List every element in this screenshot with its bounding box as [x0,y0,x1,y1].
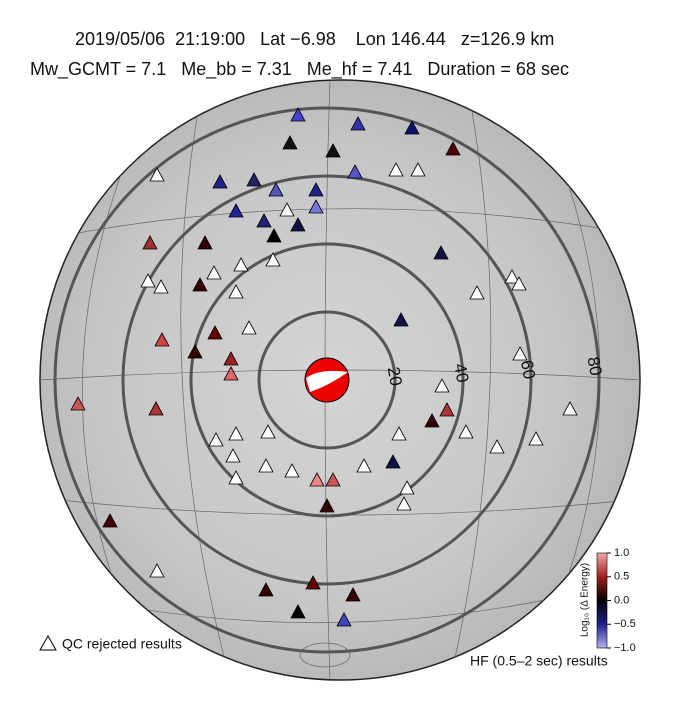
station [290,217,306,232]
station [142,235,158,250]
station [228,426,244,441]
station [102,513,118,528]
station [148,401,164,416]
station [345,587,361,602]
station [233,257,249,272]
station [458,424,474,439]
ring-label: 20 [384,365,406,387]
station [308,199,324,214]
station [309,472,325,487]
station [388,162,404,177]
station [284,463,300,478]
station [149,563,165,578]
legend-text: HF (0.5–2 sec) results [470,653,608,669]
legend-symbol [39,634,57,651]
station [434,378,450,393]
station [246,172,262,187]
ring-label: 40 [450,362,472,384]
ring-label: 80 [584,355,606,377]
beachball [304,357,350,403]
station [225,448,241,463]
station [154,332,170,347]
station [197,235,213,250]
station [290,604,306,619]
colorbar-tick-label: 0.0 [614,594,629,606]
station [228,284,244,299]
colorbar [596,552,608,649]
station [325,472,341,487]
station [356,458,372,473]
station [511,276,527,291]
station [319,498,335,513]
station [489,439,505,454]
ring-label: 60 [517,359,539,381]
station [268,182,284,197]
station [140,273,156,288]
station [350,116,366,131]
distance-ring [189,242,465,518]
station [70,396,86,411]
distance-ring [53,106,601,654]
distance-ring [121,174,533,586]
station [445,141,461,156]
station [279,202,295,217]
station [528,431,544,446]
station [347,164,363,179]
station [266,228,282,243]
colorbar-tick-label: 0.5 [614,571,629,583]
station [153,279,169,294]
station [396,496,412,511]
colorbar-tick-label: −0.5 [614,618,636,630]
station [258,582,274,597]
station [282,135,298,150]
colorbar-tick-label: −1.0 [614,642,636,654]
station [424,413,440,428]
station [207,325,223,340]
station [504,269,520,284]
station [212,174,228,189]
station [410,162,426,177]
station [325,143,341,158]
station [433,245,449,260]
station [469,285,485,300]
station [241,320,257,335]
station [562,401,578,416]
station [404,120,420,135]
station [512,346,528,361]
station [206,265,222,280]
station [290,107,306,122]
station [187,344,203,359]
station [149,167,165,182]
header-line: Mw_GCMT = 7.1 Me_bb = 7.31 Me_hf = 7.41 … [30,59,569,80]
station [385,454,401,469]
distance-rings [53,106,601,654]
station [258,458,274,473]
station [393,312,409,327]
station [399,480,415,495]
station [192,277,208,292]
station [305,575,321,590]
station [336,612,352,627]
station [260,424,276,439]
station [308,182,324,197]
station [265,252,281,267]
station [228,470,244,485]
distance-ring [257,310,397,450]
header-line: 2019/05/06 21:19:00 Lat −6.98 Lon 146.44… [75,29,554,49]
station [208,432,224,447]
station [223,366,239,381]
legend-text: QC rejected results [62,636,182,652]
station [223,351,239,366]
station [391,426,407,441]
colorbar-tick-label: 1.0 [614,547,629,559]
station [228,203,244,218]
stations [70,107,578,627]
colorbar-label: Log₁₀ (Δ Energy) [580,563,591,637]
station [439,402,455,417]
station [256,213,272,228]
